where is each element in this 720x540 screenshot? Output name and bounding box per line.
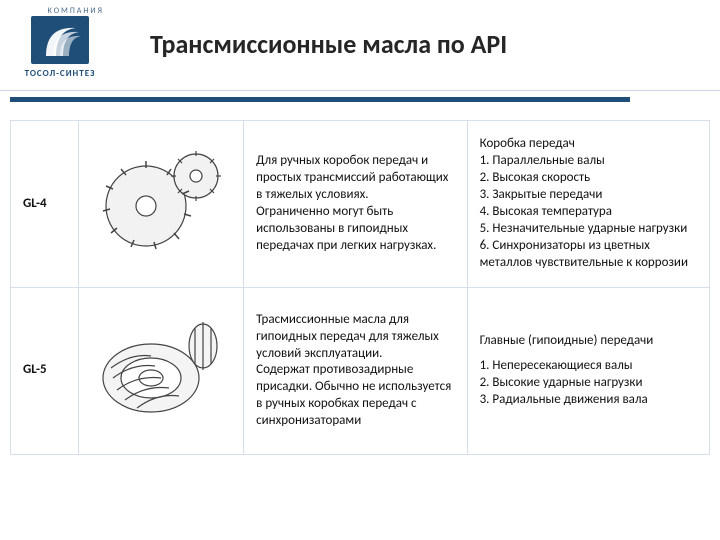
description-text: Для ручных коробок передач и простых тра… xyxy=(256,153,448,252)
row-label: GL-5 xyxy=(11,287,79,454)
description-text: Трасмиссионные масла для гипоидных перед… xyxy=(256,312,451,428)
table-body: GL-4 xyxy=(11,121,710,455)
page-title: Трансмиссионные масла по API xyxy=(150,28,507,60)
right-item: 5. Незначительные ударные нагрузки 6. Си… xyxy=(480,221,697,272)
row-right: Главные (гипоидные) передачи 1. Непересе… xyxy=(467,287,709,454)
logo-mark xyxy=(31,16,89,64)
right-item: 3. Закрытые передачи xyxy=(480,187,697,204)
table-row: GL-4 xyxy=(11,121,710,288)
right-title: Главные (гипоидные) передачи xyxy=(480,333,697,350)
row-description: Для ручных коробок передач и простых тра… xyxy=(244,121,467,288)
header-rules xyxy=(0,90,720,102)
thick-rule xyxy=(10,97,630,102)
table-row: GL-5 xyxy=(11,287,710,454)
right-title: Коробка передач xyxy=(480,136,575,151)
logo-swirl-icon xyxy=(31,16,89,64)
row-label: GL-4 xyxy=(11,121,79,288)
right-item: 1. Непересекающиеся валы xyxy=(480,358,697,375)
right-item: 1. Параллельные валы xyxy=(480,153,697,170)
logo-brand-text: ТОСОЛ-СИНТЕЗ xyxy=(10,68,110,79)
right-item: 4. Высокая температура xyxy=(480,204,697,221)
logo-company-word: КОМПАНИЯ xyxy=(10,6,110,16)
classification-table: GL-4 xyxy=(10,120,710,455)
thin-rule xyxy=(0,90,720,91)
logo-block: КОМПАНИЯ ТОСОЛ-СИНТЕЗ xyxy=(10,6,110,79)
spur-gears-icon xyxy=(91,131,231,271)
row-image-cell xyxy=(79,121,244,288)
row-description: Трасмиссионные масла для гипоидных перед… xyxy=(244,287,467,454)
hypoid-gears-icon xyxy=(91,298,231,438)
right-item: 3. Радиальные движения вала xyxy=(480,392,697,409)
row-right: Коробка передач 1. Параллельные валы 2. … xyxy=(467,121,709,288)
right-item: 2. Высокая скорость xyxy=(480,170,697,187)
row-image-cell xyxy=(79,287,244,454)
right-item: 2. Высокие ударные нагрузки xyxy=(480,375,697,392)
